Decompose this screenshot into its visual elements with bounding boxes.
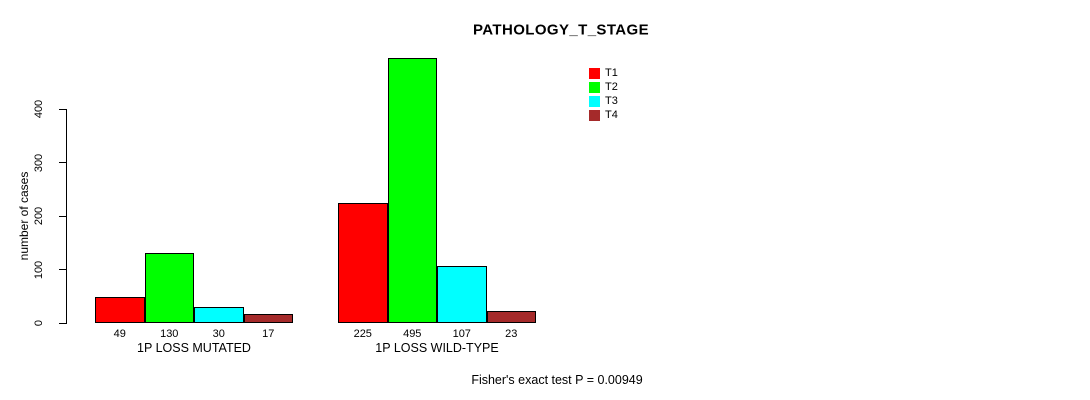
legend-swatch-t4: [589, 109, 600, 121]
legend-swatch-t2: [589, 81, 600, 93]
bar-t4-group2: [486, 311, 536, 323]
bar-t3-group1: [194, 307, 244, 323]
y-axis-tick: [59, 162, 66, 163]
legend-item: T2: [589, 80, 618, 94]
y-tick-label: 300: [33, 153, 45, 172]
y-axis-title: number of cases: [17, 171, 31, 261]
bar-t3-group2: [437, 266, 487, 323]
bar-value-label: 495: [403, 328, 422, 340]
legend-item: T1: [589, 66, 618, 80]
bar-t1-group2: [338, 203, 388, 323]
bar-t1-group1: [95, 297, 145, 323]
bar-t4-group1: [243, 314, 293, 323]
y-axis-line: [66, 109, 67, 324]
bar-value-label: 49: [113, 328, 126, 340]
bar-t2-group1: [144, 253, 194, 323]
chart-title: PATHOLOGY_T_STAGE: [473, 21, 649, 39]
y-tick-label: 400: [33, 99, 45, 119]
y-axis-tick: [59, 215, 66, 217]
legend-item: T4: [589, 108, 618, 122]
bar-value-label: 17: [262, 328, 275, 340]
y-axis-tick: [59, 108, 66, 110]
y-tick-label: 100: [33, 260, 45, 279]
legend-label: T4: [605, 109, 618, 121]
y-axis-tick: [59, 269, 66, 270]
legend: T1 T2 T3 T4: [589, 66, 618, 122]
bar-value-label: 130: [160, 328, 179, 340]
group-label: 1P LOSS MUTATED: [137, 341, 251, 355]
legend-swatch-t1: [589, 67, 600, 79]
legend-label: T1: [605, 67, 618, 79]
y-tick-label: 0: [33, 319, 45, 327]
bar-value-label: 107: [452, 328, 471, 340]
annotation-text: Fisher's exact test P = 0.00949: [471, 373, 643, 387]
y-axis-tick: [59, 322, 66, 324]
legend-label: T3: [605, 95, 618, 107]
bar-t2-group2: [387, 58, 437, 323]
bar-value-label: 23: [505, 328, 518, 340]
y-tick-label: 200: [33, 206, 45, 226]
bar-value-label: 225: [353, 328, 372, 340]
legend-swatch-t3: [589, 95, 600, 107]
bar-value-label: 30: [212, 328, 225, 340]
group-label: 1P LOSS WILD-TYPE: [375, 341, 499, 355]
legend-label: T2: [605, 81, 618, 93]
legend-item: T3: [589, 94, 618, 108]
